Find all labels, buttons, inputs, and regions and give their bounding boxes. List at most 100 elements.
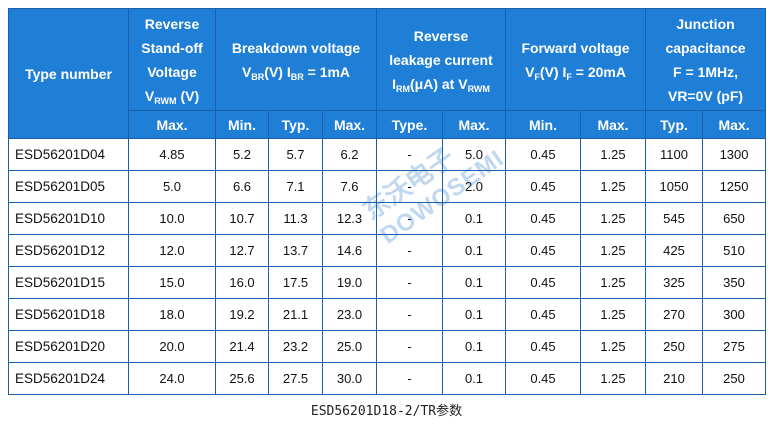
header-text: = 20mA [571,63,626,80]
cell: 545 [645,202,704,235]
type-number: ESD56201D05 [8,170,129,203]
cell: 0.45 [505,362,581,395]
cell: 25.6 [215,362,269,395]
header-line: Type number [9,62,128,86]
cell: - [376,362,443,395]
cell: 1.25 [579,202,647,235]
cell: 19.0 [322,266,377,299]
caption: ESD56201D18-2/TR参数 [310,404,463,419]
cell: 250 [702,362,767,395]
cell: 10.0 [128,202,216,235]
header-text: V [144,87,155,104]
group-header: Junction capacitance F = 1MHz, VR=0V (pF) [645,8,767,111]
table-row: ESD56201D12 12.0 12.7 13.7 14.6-0.1 0.45 1.25 4… [8,234,767,267]
header-text: Reverse [413,27,469,44]
table-row: ESD56201D04 4.85 5.2 5.7 6.2-5.0 0.45 1.25 1100… [8,138,767,171]
header-line: Forward voltage [506,36,645,60]
subscript: RWM [467,83,490,94]
subscript: F [566,71,572,82]
table-row: ESD56201D05 5.0 6.6 7.1 7.6-2.0 0.45 1.25 1050 1… [8,170,767,203]
header-text: (V) [176,87,200,104]
sub-header: Min. [215,110,269,139]
header-text: Reverse [144,15,200,32]
cell: 5.0 [128,170,216,203]
cell: - [376,138,443,171]
cell: 18.0 [128,298,216,331]
cell: 7.6 [322,170,377,203]
cell: 27.5 [268,362,323,395]
cell: 23.2 [268,330,323,363]
sub-header: Max. [442,110,506,139]
header-text: VR=0V (pF) [667,87,744,104]
cell: 0.45 [505,330,581,363]
cell: 300 [702,298,767,331]
subscript: RWM [154,95,177,106]
type-number: ESD56201D24 [8,362,129,395]
cell: 1300 [702,138,767,171]
header-line: Stand-off [129,36,215,60]
cell: 4.85 [128,138,216,171]
cell: 0.1 [442,266,506,299]
cell: 6.2 [322,138,377,171]
cell: 15.0 [128,266,216,299]
cell: 1.25 [579,266,647,299]
cell: - [376,234,443,267]
header-text: V [241,63,252,80]
header-text: leakage current [389,51,493,68]
cell: 23.0 [322,298,377,331]
cell: 1.25 [579,234,647,267]
table-row: ESD56201D15 15.0 16.0 17.5 19.0-0.1 0.45 1.25 3… [8,266,767,299]
type-number: ESD56201D10 [8,202,129,235]
header-line: Breakdown voltage [216,36,376,60]
cell: 12.7 [215,234,269,267]
header-text: I [392,75,396,92]
cell: 210 [645,362,704,395]
cell: 0.45 [505,170,581,203]
cell: 510 [702,234,767,267]
cell: 0.1 [442,202,506,235]
header-text: Junction [676,15,735,32]
header-line: VBR(V) IBR = 1mA [216,60,376,84]
type-number: ESD56201D18 [8,298,129,331]
cell: 7.1 [268,170,323,203]
header-text: Forward voltage [521,39,630,56]
sub-header: Typ. [645,110,704,139]
header-line: Reverse [129,12,215,36]
header-text: Stand-off [141,39,203,56]
group-header: Type number [8,8,129,139]
header-text: Voltage [147,63,197,80]
header-text: F = 1MHz, [673,63,738,80]
group-header: Forward voltage VF(V) IF = 20mA [504,8,647,111]
cell: 11.3 [268,202,323,235]
cell: 25.0 [322,330,377,363]
cell: 20.0 [128,330,216,363]
cell: 1.25 [579,330,647,363]
cell: 17.5 [268,266,323,299]
cell: 1.25 [579,170,647,203]
cell: 14.6 [322,234,377,267]
cell: 0.1 [442,298,506,331]
cell: 12.3 [322,202,377,235]
cell: 5.7 [268,138,323,171]
cell: - [376,330,443,363]
table-row: ESD56201D24 24.0 25.6 27.5 30.0-0.1 0.45 1.25 2… [8,362,767,395]
header-text: V [525,63,535,80]
cell: 5.2 [215,138,269,171]
sub-header: Typ. [268,110,323,139]
cell: 24.0 [128,362,216,395]
cell: - [376,170,443,203]
sub-header: Max. [322,110,377,139]
table-row: ESD56201D20 20.0 21.4 23.2 25.0-0.1 0.45 1.25 2… [8,330,767,363]
cell: - [376,298,443,331]
cell: 0.45 [505,234,581,267]
sub-header: Min. [505,110,581,139]
sub-header: Max. [702,110,767,139]
header-text: (μA) at V [409,75,468,92]
cell: 250 [645,330,704,363]
table-row: ESD56201D18 18.0 19.2 21.1 23.0-0.1 0.45 1.25 2… [8,298,767,331]
cell: 5.0 [442,138,506,171]
subscript: RM [395,83,410,94]
header-text: Type number [25,65,112,82]
type-number: ESD56201D12 [8,234,129,267]
